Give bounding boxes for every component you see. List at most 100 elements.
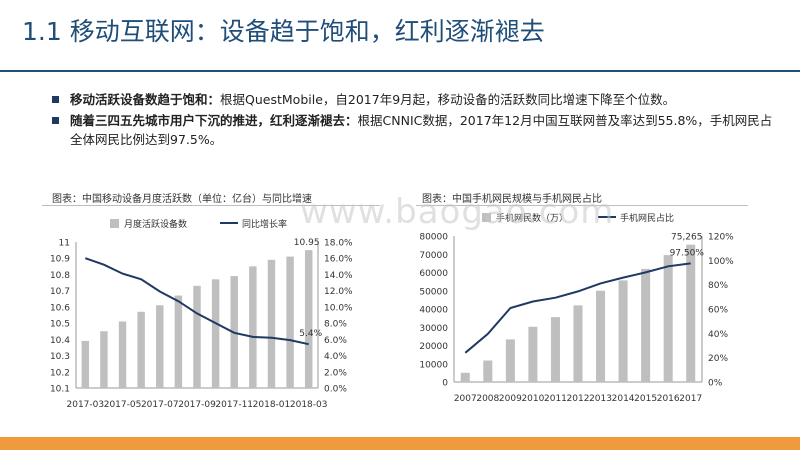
bar [483,360,493,382]
bar [528,326,538,382]
growth-line [464,262,691,354]
bullet-heading: 随着三四五先城市用户下沉的推进，红利逐渐褪去： [70,113,358,128]
y-right-tick-label: 4.0% [324,352,347,362]
y-right-tick-label: 0.0% [324,385,347,395]
line-value-annotation: 97.50% [670,248,705,258]
bar [686,244,696,382]
legend-bar-swatch [110,219,119,228]
bar [100,331,108,388]
bullet-item: 移动活跃设备数趋于饱和：根据QuestMobile，自2017年9月起，移动设备… [52,90,774,109]
legend-bar-swatch [482,213,491,222]
y-left-tick-label: 30000 [419,324,448,334]
y-right-tick-label: 40% [708,330,728,340]
x-tick-label: 2017-11 [215,400,253,410]
bar [460,372,470,382]
y-right-tick-label: 120% [708,233,734,243]
y-left-tick-label: 10000 [419,360,448,370]
bar [174,295,183,388]
x-tick-label: 2007 [454,394,477,404]
title-divider [0,70,800,72]
y-left-tick-label: 10.9 [50,255,70,265]
x-tick-label: 2017-05 [104,400,142,410]
y-left-tick-label: 80000 [419,233,448,243]
bar [286,256,294,388]
y-left-tick-label: 10.4 [50,336,70,346]
legend-line-label: 手机网民占比 [620,212,674,224]
y-right-tick-label: 18.0% [324,239,353,249]
line-value-annotation: 5.4% [299,329,322,339]
watermark: www.baogao.com [300,192,615,232]
y-left-tick-label: 0 [442,379,448,389]
bullet-text: 根据CNNIC数据，2017年12月中国互联网普及率达到55.8%，手机网民占全… [70,113,773,147]
bar [193,285,201,388]
x-tick-label: 2011 [544,394,567,404]
x-tick-label: 2017-03 [67,400,105,410]
y-right-tick-label: 16.0% [324,255,353,265]
y-left-tick-label: 10.2 [50,368,70,378]
y-left-tick-label: 20000 [419,342,448,352]
legend-bar-label: 手机网民数（万） [496,212,568,224]
bullet-item: 随着三四五先城市用户下沉的推进，红利逐渐褪去：根据CNNIC数据，2017年12… [52,111,774,149]
mobile-netizen-chart: 0 10000 20000 30000 40000 50000 60000 70000 8000… [419,212,734,404]
bar [596,290,606,382]
bar [211,279,220,388]
y-right-tick-label: 8.0% [324,320,347,330]
bar-value-annotation: 75,265 [671,233,703,243]
x-tick-label: 2012 [567,394,590,404]
x-tick-label: 2013 [589,394,612,404]
bullet-heading: 移动活跃设备数趋于饱和： [70,92,221,107]
x-tick-label: 2008 [476,394,499,404]
y-left-tick-label: 10.5 [50,320,70,330]
y-right-tick-label: 10.0% [324,303,353,313]
y-right-tick-label: 14.0% [324,271,353,281]
y-left-tick-label: 10.8 [50,271,70,281]
page-title: 1.1 移动互联网：设备趋于饱和，红利逐渐褪去 [22,17,545,46]
chart2-caption: 图表：中国手机网民规模与手机网民占比 [422,194,602,205]
x-tick-label: 2017-09 [178,400,216,410]
x-tick-label: 2016 [657,394,680,404]
bar [573,305,583,382]
bar [618,280,628,382]
x-tick-label: 2018-01 [253,400,291,410]
bullet-square-icon [52,96,59,103]
bullet-text: 根据QuestMobile，自2017年9月起，移动设备的活跃数同比增速下降至个… [220,92,676,107]
y-right-tick-label: 20% [708,354,728,364]
y-left-tick-label: 11 [59,239,70,249]
y-right-tick-label: 100% [708,257,734,267]
bar [267,259,276,388]
bar [304,250,313,388]
y-left-tick-label: 50000 [419,287,448,297]
x-tick-label: 2017-07 [141,400,179,410]
bar [550,317,560,382]
bullet-list: 移动活跃设备数趋于饱和：根据QuestMobile，自2017年9月起，移动设备… [52,90,774,151]
bullet-square-icon [52,117,59,124]
bar [81,340,90,388]
device-activity-chart: 10.1 10.2 10.3 10.4 10.5 10.6 10.7 10.8 10.9 11 0.… [50,218,353,410]
legend-bar-label: 月度活跃设备数 [124,218,187,230]
y-right-tick-label: 80% [708,281,728,291]
bar-value-annotation: 10.95 [294,238,320,248]
x-tick-label: 2014 [612,394,635,404]
growth-line [84,257,309,346]
bar [118,321,127,388]
y-right-tick-label: 6.0% [324,336,347,346]
bar [641,268,651,382]
bar [505,339,515,382]
y-right-tick-label: 0% [708,379,723,389]
chart2-caption-rule [416,205,748,206]
x-tick-label: 2010 [521,394,544,404]
footer-bar [0,437,800,450]
chart1-caption: 图表：中国移动设备月度活跃数（单位：亿台）与同比增速 [52,194,312,205]
bar [663,255,673,382]
y-right-tick-label: 60% [708,306,728,316]
y-left-tick-label: 10.1 [50,385,70,395]
x-tick-label: 2009 [499,394,522,404]
y-left-tick-label: 70000 [419,251,448,261]
bar [249,266,257,388]
y-left-tick-label: 10.6 [50,303,70,313]
x-tick-label: 2017 [679,394,702,404]
y-left-tick-label: 40000 [419,306,448,316]
bar [156,305,164,388]
x-tick-label: 2018-03 [290,400,328,410]
x-tick-label: 2015 [634,394,657,404]
